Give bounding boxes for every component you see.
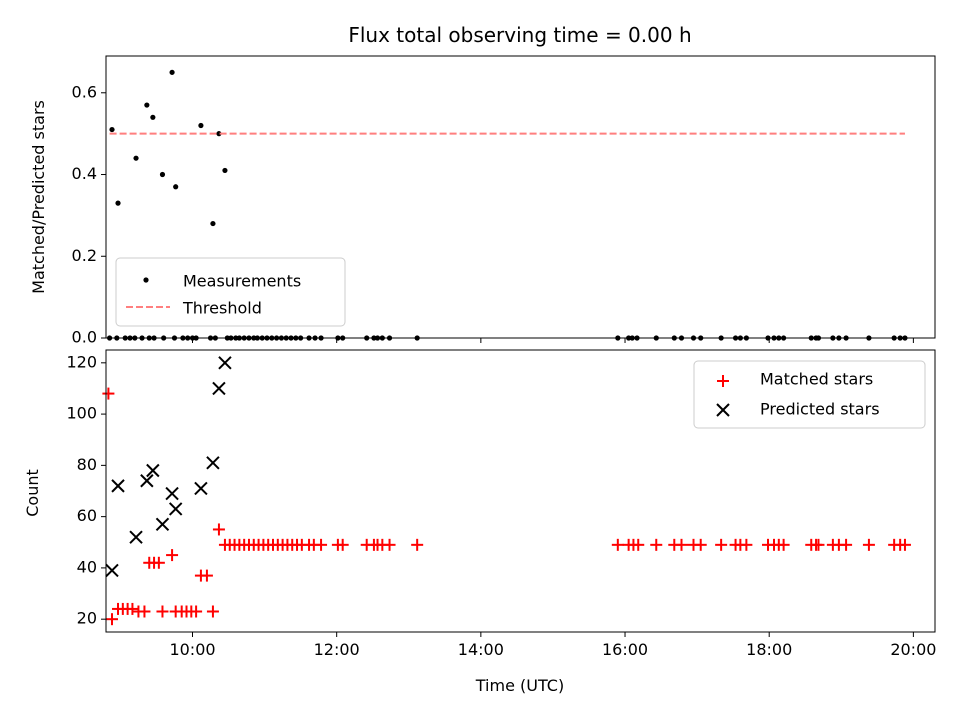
measurements-point (109, 126, 115, 133)
matched-stars-point (650, 538, 663, 551)
measurements-point (198, 122, 204, 129)
ratio-y-tick-label: 0.6 (72, 82, 97, 101)
matched-stars-point (862, 538, 875, 551)
measurements-point (169, 69, 175, 75)
predicted-stars-point (146, 463, 160, 478)
matched-stars-point (777, 538, 790, 551)
ratio-legend-box (115, 257, 346, 327)
predicted-stars-point (212, 381, 226, 396)
matched-stars-point (840, 538, 853, 551)
x-tick-label: 14:00 (458, 640, 504, 659)
ratio-axes: 0.0 0.2 0.4 0.6 Matched/Predicted stars Mea… (29, 55, 936, 347)
matched-stars-point (156, 605, 169, 618)
x-tick-label: 12:00 (314, 640, 360, 659)
count-y-tick-label: 60 (77, 506, 97, 525)
measurements-point (216, 131, 222, 137)
ratio-axis-ticks: 0.0 0.2 0.4 0.6 (72, 82, 914, 347)
matched-stars-point (812, 538, 825, 551)
matched-stars-point (315, 538, 328, 551)
matched-stars-point (383, 538, 396, 551)
x-tick-label: 20:00 (890, 640, 936, 659)
count-axis-ticks: 20 40 60 80 100 120 10:00 12:00 14:00 16:00 18:00 2… (66, 352, 936, 659)
count-legend-box (693, 360, 926, 429)
matched-stars-point (694, 538, 707, 551)
legend-marker-matched (717, 375, 729, 387)
matched-stars-point (106, 613, 119, 626)
count-plot-area (102, 356, 911, 626)
matched-stars-point (206, 605, 219, 618)
measurements-point (159, 171, 166, 178)
legend-label-measurements: Measurements (183, 272, 301, 291)
ratio-plot-area (107, 69, 908, 341)
matched-stars-point (152, 556, 165, 569)
measurements-point (115, 200, 121, 206)
matched-stars-point (138, 605, 151, 618)
matched-stars-point (611, 538, 624, 551)
x-tick-label: 10:00 (169, 640, 215, 659)
count-y-tick-label: 120 (66, 352, 97, 371)
matched-stars-point (190, 605, 203, 618)
x-tick-label: 16:00 (602, 640, 648, 659)
legend-marker-predicted (716, 403, 730, 417)
matched-stars-point (200, 569, 213, 582)
predicted-stars-point (168, 502, 183, 516)
count-y-axis-label: Count (23, 469, 42, 517)
chart-title: Flux total observing time = 0.00 h (348, 23, 691, 47)
measurements-point (144, 102, 150, 108)
count-axes-frame (105, 349, 936, 633)
matched-stars-point (898, 538, 911, 551)
predicted-stars-point (155, 517, 170, 532)
count-y-tick-label: 40 (77, 557, 97, 576)
measurements-point (133, 155, 139, 161)
matched-stars-point (675, 538, 688, 551)
predicted-stars-point (194, 481, 208, 496)
matched-stars-point (740, 538, 753, 551)
matched-stars-point (336, 538, 349, 551)
predicted-stars-point (140, 474, 154, 488)
x-tick-label: 18:00 (746, 640, 792, 659)
measurements-point (173, 184, 179, 190)
x-axis-label: Time (UTC) (475, 676, 564, 695)
legend-label-predicted: Predicted stars (760, 400, 880, 419)
measurements-point (222, 167, 228, 174)
matched-stars-point (632, 538, 645, 551)
count-legend: Matched stars Predicted stars (693, 360, 926, 429)
matched-stars-point (411, 538, 424, 551)
count-y-tick-label: 20 (77, 609, 97, 628)
legend-marker-measurements (143, 277, 149, 283)
matched-stars-point (126, 602, 139, 615)
count-y-tick-label: 80 (77, 455, 97, 474)
predicted-stars-point (165, 486, 179, 501)
matched-stars-point (166, 549, 179, 562)
ratio-y-tick-label: 0.2 (72, 246, 97, 265)
ratio-y-tick-label: 0.0 (72, 328, 97, 347)
predicted-stars-point (105, 563, 119, 578)
legend-label-threshold: Threshold (182, 299, 262, 318)
predicted-stars-point (129, 530, 143, 544)
measurements-point (150, 114, 156, 120)
measurements-point (210, 220, 216, 227)
legend-label-matched: Matched stars (760, 370, 873, 389)
matched-stars-point (212, 523, 225, 536)
ratio-legend: Measurements Threshold (115, 257, 346, 327)
predicted-stars-point (206, 456, 220, 470)
count-y-tick-label: 100 (66, 404, 97, 423)
predicted-stars-point (111, 479, 125, 493)
matched-stars-point (102, 387, 115, 400)
count-axes: 20 40 60 80 100 120 10:00 12:00 14:00 16:00 18:00 2… (23, 349, 936, 695)
ratio-y-axis-label: Matched/Predicted stars (29, 100, 48, 294)
predicted-stars-point (218, 356, 232, 370)
matched-stars-point (715, 538, 728, 551)
ratio-axes-frame (105, 55, 936, 339)
ratio-y-tick-label: 0.4 (72, 164, 97, 183)
